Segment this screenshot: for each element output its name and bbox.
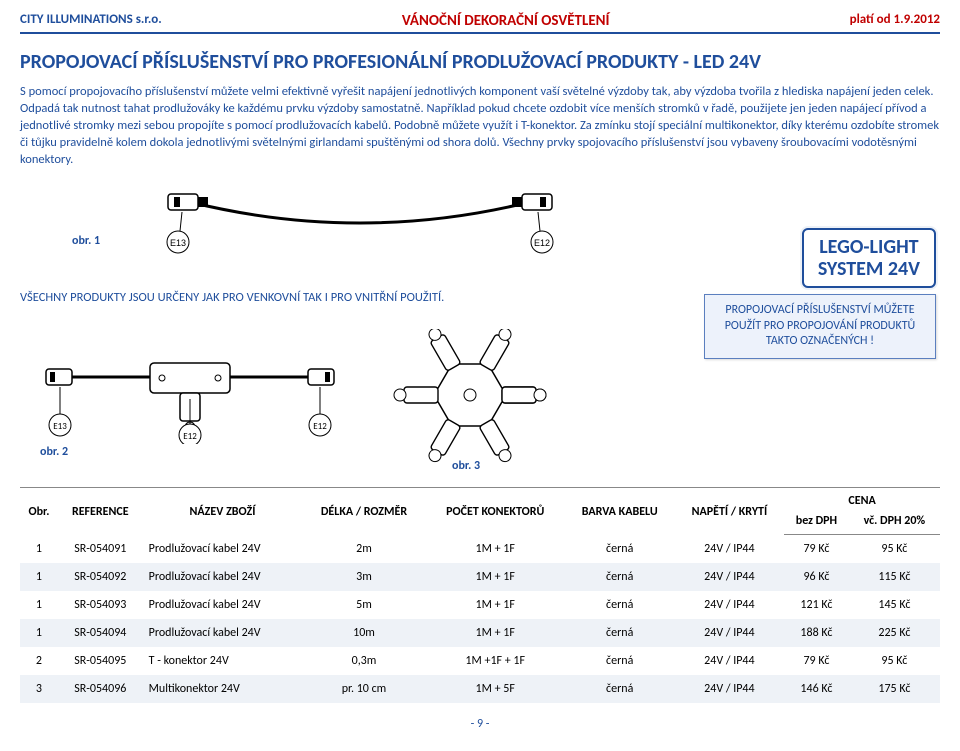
cell-vat: 95 Kč (849, 535, 940, 564)
company-name: CITY ILLUMINATIONS s.r.o. (20, 12, 162, 27)
cell-noVat: 96 Kč (784, 563, 849, 591)
table-row: 1SR-054092Prodlužovací kabel 24V3m1M + 1… (20, 563, 940, 591)
table-row: 2SR-054095T - konektor 24V0,3m1M +1F + 1… (20, 647, 940, 675)
cell-conn: 1M + 1F (426, 535, 565, 564)
table-row: 1SR-054094Prodlužovací kabel 24V10m1M + … (20, 619, 940, 647)
cell-name: Prodlužovací kabel 24V (143, 619, 303, 647)
figure-2-label: obr. 2 (40, 445, 68, 459)
cell-ref: SR-054095 (58, 647, 143, 675)
svg-text:E12: E12 (313, 421, 327, 432)
svg-text:E13: E13 (170, 238, 186, 248)
document-title: VÁNOČNÍ DEKORAČNÍ OSVĚTLENÍ (402, 12, 610, 30)
cell-conn: 1M +1F + 1F (426, 647, 565, 675)
cell-color: černá (565, 535, 675, 564)
table-row: 3SR-054096Multikonektor 24Vpr. 10 cm1M +… (20, 675, 940, 703)
cell-obr: 1 (20, 563, 58, 591)
cell-size: 0,3m (302, 647, 425, 675)
cell-noVat: 146 Kč (784, 675, 849, 703)
cell-obr: 1 (20, 591, 58, 619)
col-ref: REFERENCE (58, 488, 143, 535)
table-row: 1SR-054093Prodlužovací kabel 24V5m1M + 1… (20, 591, 940, 619)
cell-volt: 24V / IP44 (675, 535, 784, 564)
cell-size: 2m (302, 535, 425, 564)
cell-color: černá (565, 647, 675, 675)
svg-text:E12: E12 (183, 431, 197, 442)
col-novat: bez DPH (784, 514, 849, 535)
cell-vat: 175 Kč (849, 675, 940, 703)
cell-name: Prodlužovací kabel 24V (143, 591, 303, 619)
cell-color: černá (565, 619, 675, 647)
cell-obr: 3 (20, 675, 58, 703)
cell-noVat: 188 Kč (784, 619, 849, 647)
col-price: CENA (784, 488, 940, 515)
col-volt: NAPĚTÍ / KRYTÍ (675, 488, 784, 535)
cell-size: 5m (302, 591, 425, 619)
price-table: Obr. REFERENCE NÁZEV ZBOŽÍ DÉLKA / ROZMĚ… (20, 487, 940, 703)
figure-3-diagram (380, 329, 560, 469)
cell-color: černá (565, 563, 675, 591)
cell-vat: 115 Kč (849, 563, 940, 591)
svg-text:E13: E13 (53, 421, 67, 432)
col-conn: POČET KONEKTORŮ (426, 488, 565, 535)
cell-name: Multikonektor 24V (143, 675, 303, 703)
figure-2-diagram: E13 E12 E12 (40, 329, 340, 444)
cell-name: Prodlužovací kabel 24V (143, 535, 303, 564)
figure-1-label: obr. 1 (72, 234, 100, 248)
cell-name: Prodlužovací kabel 24V (143, 563, 303, 591)
figure-1-area: obr. 1 E13 E12 (20, 174, 940, 354)
cell-volt: 24V / IP44 (675, 591, 784, 619)
cell-vat: 95 Kč (849, 647, 940, 675)
section-title: PROPOJOVACÍ PŘÍSLUŠENSTVÍ PRO PROFESIONÁ… (20, 50, 940, 74)
cell-obr: 1 (20, 535, 58, 564)
cell-volt: 24V / IP44 (675, 619, 784, 647)
cell-ref: SR-054091 (58, 535, 143, 564)
cell-vat: 225 Kč (849, 619, 940, 647)
cell-volt: 24V / IP44 (675, 563, 784, 591)
cell-obr: 2 (20, 647, 58, 675)
cell-noVat: 79 Kč (784, 647, 849, 675)
col-obr: Obr. (20, 488, 58, 535)
valid-from: platí od 1.9.2012 (850, 12, 940, 27)
cell-ref: SR-054093 (58, 591, 143, 619)
intro-paragraph: S pomocí propojovacího příslušenství můž… (20, 84, 940, 168)
col-name: NÁZEV ZBOŽÍ (143, 488, 303, 535)
cell-conn: 1M + 1F (426, 563, 565, 591)
svg-text:E12: E12 (534, 238, 550, 248)
cell-ref: SR-054094 (58, 619, 143, 647)
cell-noVat: 121 Kč (784, 591, 849, 619)
cell-noVat: 79 Kč (784, 535, 849, 564)
table-row: 1SR-054091Prodlužovací kabel 24V2m1M + 1… (20, 535, 940, 564)
figure-3-label: obr. 3 (452, 459, 480, 473)
page-header: CITY ILLUMINATIONS s.r.o. VÁNOČNÍ DEKORA… (20, 12, 940, 34)
col-size: DÉLKA / ROZMĚR (302, 488, 425, 535)
figures-2-3-area: E13 E12 E12 obr. 2 obr. 3 (20, 329, 940, 479)
cell-name: T - konektor 24V (143, 647, 303, 675)
cell-conn: 1M + 5F (426, 675, 565, 703)
cell-conn: 1M + 1F (426, 619, 565, 647)
col-vat: vč. DPH 20% (849, 514, 940, 535)
cell-ref: SR-054096 (58, 675, 143, 703)
page-number: - 9 - (20, 717, 940, 731)
cell-size: pr. 10 cm (302, 675, 425, 703)
cell-size: 10m (302, 619, 425, 647)
col-color: BARVA KABELU (565, 488, 675, 535)
cell-color: černá (565, 675, 675, 703)
cell-ref: SR-054092 (58, 563, 143, 591)
cell-conn: 1M + 1F (426, 591, 565, 619)
cell-vat: 145 Kč (849, 591, 940, 619)
cell-volt: 24V / IP44 (675, 675, 784, 703)
cell-size: 3m (302, 563, 425, 591)
cell-obr: 1 (20, 619, 58, 647)
cell-volt: 24V / IP44 (675, 647, 784, 675)
figure-1-diagram: E13 E12 (150, 174, 570, 264)
cell-color: černá (565, 591, 675, 619)
